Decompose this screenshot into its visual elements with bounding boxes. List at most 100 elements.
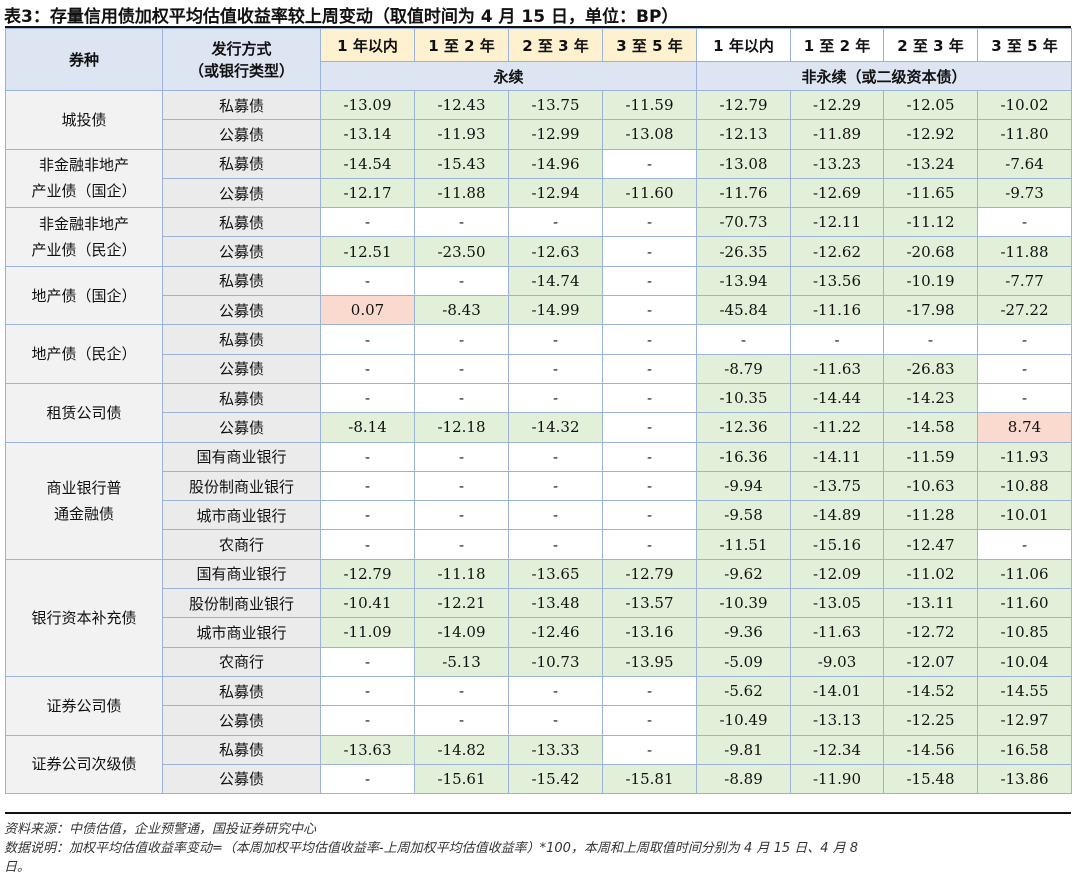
value-cell: -12.79 [696,89,791,121]
table-row: 城市商业银行 -11.09 -14.09 -12.46 -13.16 -9.36 -11.6… [6,617,1072,648]
value-cell: -14.32 [508,412,603,443]
method-cell: 私募债 [162,675,321,707]
value-cell: -13.75 [790,470,884,502]
category-cell: 非金融非地产 产业债（国企） [5,148,163,209]
value-cell: -11.63 [790,617,884,648]
value-cell: -14.23 [883,382,978,414]
value-cell: - [320,763,415,795]
value-cell: -15.42 [508,763,603,795]
method-cell: 城市商业银行 [162,500,321,531]
value-cell: -11.65 [883,177,978,209]
value-cell: - [414,324,509,355]
value-cell: - [602,705,697,736]
value-cell: -12.17 [320,177,415,209]
value-cell: - [508,353,603,384]
value-cell: -5.09 [696,646,791,677]
table-row: 城投债 私募债 -13.09 -12.43 -13.75 -11.59 -12.79 -12.… [5,89,1072,150]
value-cell: -14.09 [414,617,509,648]
value-cell: -12.07 [883,646,978,677]
method-cell: 城市商业银行 [162,617,321,648]
value-cell: -12.72 [883,617,978,648]
value-cell: -11.90 [790,763,884,795]
value-cell: -9.03 [790,646,884,677]
value-cell: -14.56 [883,734,978,765]
header-term: 2 至 3 年 [883,28,978,62]
table-row: 商业银行普 通金融债 国有商业银行 - - - - -16.36 -14.11 -11.59 -11… [5,441,1072,560]
value-cell: -13.94 [696,265,791,297]
value-cell: -11.22 [790,412,884,443]
value-cell: -11.06 [977,558,1072,590]
value-cell: -14.82 [414,734,509,765]
value-cell: -10.39 [696,588,791,619]
value-cell: -9.58 [696,500,791,531]
value-cell: - [320,382,415,414]
category-cell: 银行资本补充债 [5,558,163,677]
value-cell: -9.62 [696,558,791,590]
value-cell: - [320,529,415,560]
value-cell: -12.34 [790,734,884,765]
value-cell: -12.11 [790,207,884,238]
value-cell: -9.81 [696,734,791,765]
method-cell: 股份制商业银行 [162,588,321,619]
value-cell: -14.52 [883,675,978,707]
method-cell: 公募债 [162,119,321,150]
table-row: 公募债 -12.51 -23.50 -12.63- -26.35 -12.62 -20.68… [6,236,1072,267]
value-cell: - [414,675,509,707]
value-cell: - [602,295,697,326]
value-cell: -12.79 [320,558,415,590]
header-group-perpetual: 永续 [320,61,697,91]
value-cell: - [508,207,603,238]
value-cell: - [320,265,415,297]
table-row: 公募债 - -15.61 -15.42 -15.81 -8.89 -11.90 -15.48-… [6,763,1072,795]
value-cell: -11.59 [602,89,697,121]
value-cell: -16.58 [977,734,1072,765]
value-cell: -11.93 [414,119,509,150]
footnote-note-line1: 数据说明：加权平均估值收益率变动=（本周加权平均估值收益率-上周加权平均估值收益… [4,841,859,856]
value-cell: -8.14 [320,412,415,443]
value-cell: -13.08 [696,148,791,179]
value-cell: -26.35 [696,236,791,267]
value-cell: - [602,382,697,414]
value-cell: -15.48 [883,763,978,795]
value-cell: -27.22 [977,295,1072,326]
value-cell: -10.63 [883,470,978,502]
table-title: 表3：存量信用债加权平均估值收益率较上周变动（取值时间为 4 月 15 日，单位… [4,7,679,27]
method-cell: 私募债 [162,89,321,121]
value-cell: -11.60 [977,588,1072,619]
method-cell: 私募债 [162,734,321,765]
value-cell: -23.50 [414,236,509,267]
value-cell: -12.46 [508,617,603,648]
category-cell: 地产债（国企） [5,265,163,326]
method-cell: 私募债 [162,382,321,414]
footnote-source: 资料来源：中债估值，企业预警通，国投证券研究中心 [4,822,317,837]
value-cell: - [602,441,697,472]
value-cell: - [414,207,509,238]
value-cell: - [320,441,415,472]
table-row: 股份制商业银行 - - - - -9.94 -13.75 -10.63 -10.88 [6,470,1072,502]
category-cell: 城投债 [5,90,163,150]
value-cell: -9.36 [696,617,791,648]
value-cell: -13.48 [508,588,603,619]
table-body: 城投债 私募债 -13.09 -12.43 -13.75 -11.59 -12.79 -12.… [5,89,1072,795]
method-cell: 公募债 [162,763,321,795]
value-cell: -20.68 [883,236,978,267]
value-cell: - [602,734,697,765]
value-cell: -12.92 [883,119,978,150]
value-cell: -11.18 [414,558,509,590]
value-cell: -10.04 [977,646,1072,677]
value-cell: -12.62 [790,236,884,267]
value-cell: -11.28 [883,500,978,531]
value-cell: - [508,324,603,355]
value-cell: -13.65 [508,558,603,590]
value-cell: -17.98 [883,295,978,326]
value-cell: -11.09 [320,617,415,648]
header-row-groups: 永续 非永续（或二级资本债） [6,61,1072,91]
header-term: 1 年以内 [320,28,415,62]
table-row: 非金融非地产 产业债（国企） 私募债 -14.54 -15.43 -14.96- -13.0… [5,148,1072,209]
value-cell: -13.56 [790,265,884,297]
value-cell: - [320,500,415,531]
value-cell: -12.21 [414,588,509,619]
value-cell: -14.99 [508,295,603,326]
value-cell: -10.35 [696,382,791,414]
value-cell: -13.86 [977,763,1072,795]
